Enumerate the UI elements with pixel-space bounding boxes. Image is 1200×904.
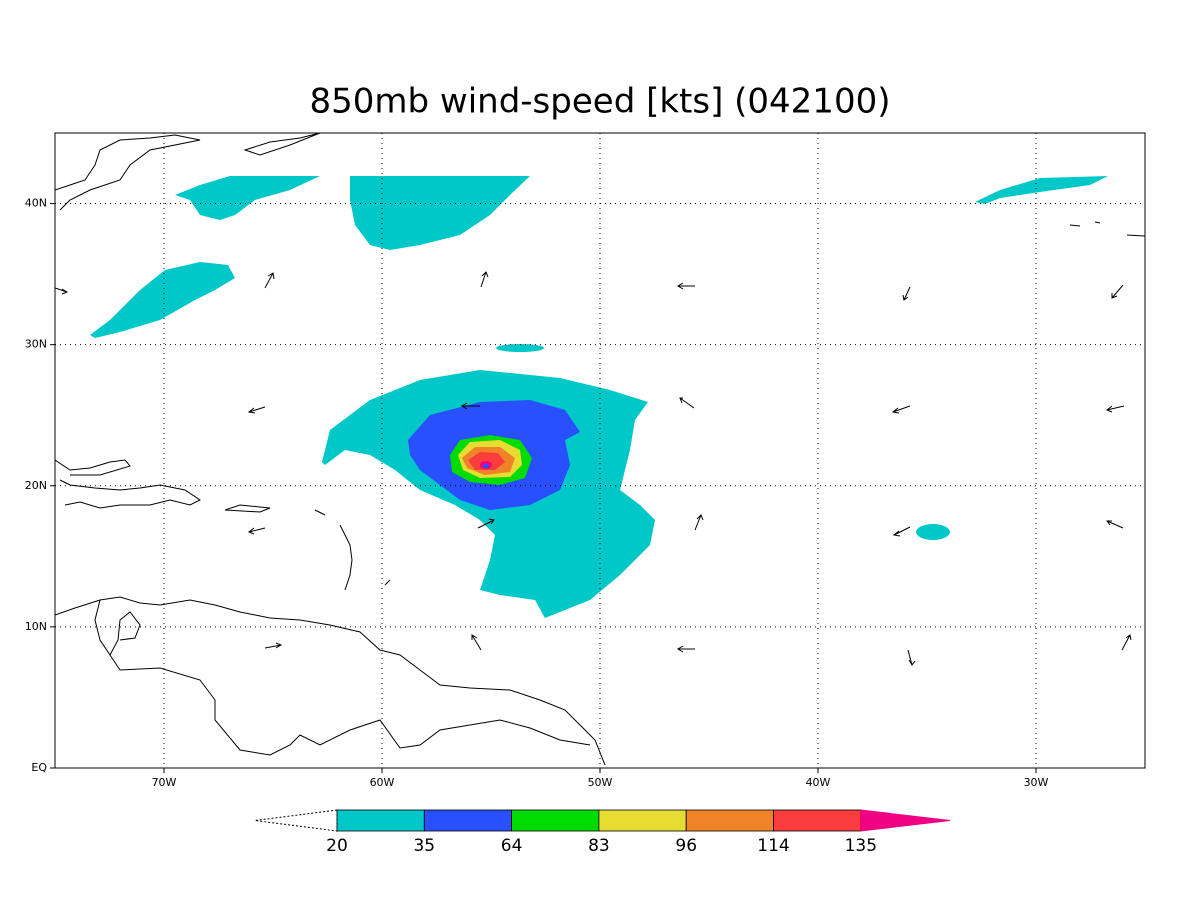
x-tick-label: 60W — [370, 776, 395, 789]
wind-arrow — [480, 271, 489, 288]
colorbar-box — [423, 809, 512, 832]
colorbar-label: 35 — [413, 836, 435, 856]
wind-arrow — [1111, 284, 1124, 299]
colorbar-over-triangle — [860, 809, 951, 832]
y-tick-label: 20N — [25, 479, 47, 492]
wind-arrow — [679, 397, 695, 409]
colorbar-box — [511, 809, 600, 832]
x-tick-label: 30W — [1024, 776, 1049, 789]
coastline — [243, 133, 321, 156]
colorbar-label: 83 — [588, 836, 610, 856]
colorbar-label: 114 — [757, 836, 789, 856]
wind-arrow — [471, 634, 482, 651]
contour-area — [175, 176, 320, 220]
wind-arrow — [694, 514, 704, 531]
coastline — [55, 596, 606, 766]
wind-arrow — [1106, 405, 1125, 413]
wind-arrow — [1106, 520, 1124, 529]
colorbar-under-triangle — [254, 809, 338, 832]
wind-arrow — [677, 645, 695, 653]
colorbar-box — [336, 809, 425, 832]
coastlines — [55, 133, 1145, 766]
coastline — [59, 479, 201, 509]
contour-area — [916, 524, 950, 540]
wind-arrow — [264, 642, 283, 649]
colorbar-label: 20 — [326, 836, 348, 856]
wind-arrow — [264, 272, 275, 289]
grid — [55, 133, 1145, 768]
colorbar: 20 35 64 83 96 114 135 — [254, 809, 951, 856]
y-tick-label: 10N — [25, 620, 47, 633]
coastline — [109, 654, 591, 756]
coastline — [224, 504, 271, 513]
contour-area — [468, 452, 505, 470]
wind-arrow — [1121, 634, 1132, 651]
coastline — [94, 599, 141, 656]
coastline — [55, 459, 131, 476]
contour-area — [975, 176, 1108, 204]
y-tick-label: 40N — [25, 197, 47, 210]
wind-vectors — [55, 271, 1132, 666]
colorbar-box — [685, 809, 774, 832]
axis-ticks: 70W 60W 50W 40W 30W EQ 10N 20N 30N 40N — [25, 197, 1049, 789]
colorbar-box — [773, 809, 862, 832]
y-tick-label: EQ — [31, 761, 47, 774]
y-tick-label: 30N — [25, 338, 47, 351]
wind-arrow — [902, 286, 911, 301]
contour-area — [483, 464, 489, 468]
contours — [55, 133, 1145, 766]
colorbar-label: 64 — [501, 836, 523, 856]
wind-arrow — [892, 526, 911, 537]
x-tick-label: 40W — [806, 776, 831, 789]
coastline — [314, 509, 391, 591]
contour-area — [496, 344, 544, 352]
wind-arrow — [907, 649, 916, 666]
wind-arrow — [677, 282, 695, 290]
map-title: 850mb wind-speed [kts] (042100) — [310, 82, 891, 122]
contour-area — [350, 176, 530, 250]
colorbar-box — [598, 809, 687, 832]
x-tick-label: 70W — [152, 776, 177, 789]
wind-arrow — [247, 406, 266, 414]
wind-arrow — [477, 518, 495, 529]
contour-area — [90, 262, 235, 338]
wind-arrow — [461, 402, 480, 410]
wind-arrow — [248, 527, 266, 535]
x-tick-label: 50W — [588, 776, 613, 789]
colorbar-label: 96 — [675, 836, 697, 856]
colorbar-label: 135 — [845, 836, 877, 856]
wind-arrow — [891, 405, 911, 414]
coastline — [55, 134, 201, 211]
coastline — [1069, 221, 1145, 237]
wind-arrow — [55, 287, 69, 295]
